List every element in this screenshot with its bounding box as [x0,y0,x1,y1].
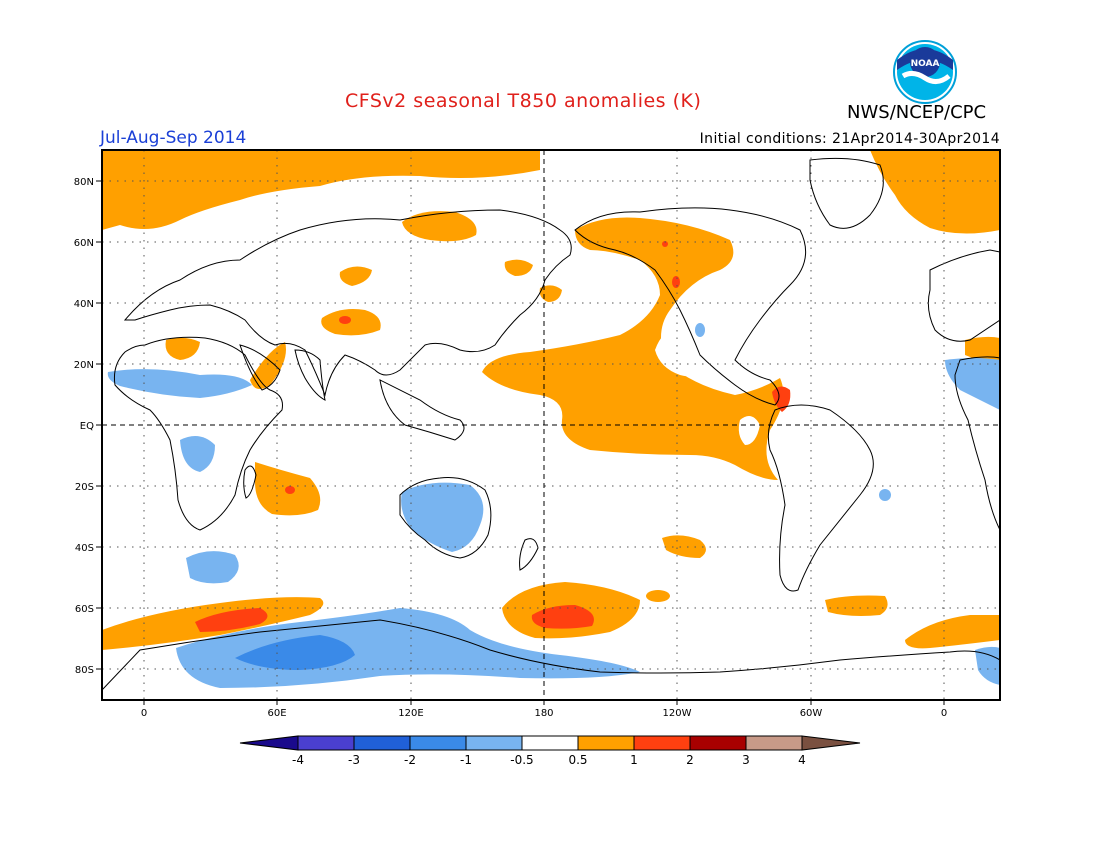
hot-anomaly-canada [662,241,668,247]
coastline-australia [399,477,492,559]
coastline-south-america [767,404,874,592]
forecast-period: Jul-Aug-Sep 2014 [100,128,247,148]
anomaly-fields [102,150,1000,688]
logo-text: NOAA [911,59,940,69]
lat-label-20s: 20S [75,482,94,493]
agency-label: NWS/NCEP/CPC [847,102,987,123]
hot-anomaly-central-america [772,386,791,412]
initial-conditions: Initial conditions: 21Apr2014-30Apr2014 [699,131,1000,147]
warm-anomaly-south-atlantic [646,590,670,602]
coastline-africa-east-edge [954,356,1000,531]
cool-anomaly-mexico [695,323,705,337]
lon-label-60e: 60E [267,708,286,719]
colorbar-label: -3 [348,753,360,767]
coastline-eurasia [123,209,572,397]
hot-anomaly-rockies [672,276,680,288]
colorbar-arrow-high [801,735,861,751]
colorbar-label: -0.5 [510,753,533,767]
coastline-greenland [809,157,884,229]
coastline-india [294,349,326,401]
colorbar-label: 3 [742,753,750,767]
lat-label-60s: 60S [75,604,94,615]
coastline-north-america [574,207,807,406]
warm-anomaly-siberia [402,211,477,242]
lon-label-120w: 120W [663,708,692,719]
colorbar-label: -4 [292,753,304,767]
cool-anomaly-caribbean [945,358,1000,410]
lat-label-60n: 60N [74,238,94,249]
colorbar-swatch [745,735,803,751]
lon-label-60w: 60W [800,708,823,719]
warm-anomaly-japan [539,285,562,302]
warm-anomaly-arctic-west [102,150,540,230]
lat-label-40n: 40N [74,299,94,310]
lon-label-180: 180 [534,708,553,719]
warm-anomaly-south-pacific [662,535,706,558]
colorbar-label: 0.5 [568,753,587,767]
coastlines [102,157,1000,700]
coastline-europe-east-edge [927,249,1000,342]
coastline-arabia [239,344,281,391]
colorbar-swatch [689,735,747,751]
coastline-africa [114,336,283,531]
warm-anomaly-southern-ocean-east [905,615,1000,649]
coastline-madagascar [243,465,257,499]
cooler-anomaly-antarctica [235,635,355,670]
warm-anomaly-drake-passage [825,595,888,616]
warm-anomaly-west-europe [965,336,1000,361]
coastline-southeast-asia [379,379,465,441]
coastline-new-zealand [519,538,539,571]
lon-label-0-east: 0 [941,708,947,719]
colorbar-swatch [409,735,467,751]
colorbar-label: 1 [630,753,638,767]
hot-anomaly-tibet [339,316,351,324]
colorbar-label: -2 [404,753,416,767]
warm-anomaly-mongolia [504,259,533,276]
colorbar-swatch [521,735,579,751]
cool-anomaly-south-atlantic [186,551,239,584]
lat-label-eq: EQ [80,421,94,432]
colorbar-swatch [297,735,355,751]
lat-label-80n: 80N [74,177,94,188]
lat-label-20n: 20N [74,360,94,371]
lat-label-40s: 40S [75,543,94,554]
cool-anomaly-australia [401,482,484,552]
colorbar-swatch [633,735,691,751]
hot-anomaly-indian-ocean [285,486,295,494]
map-title: CFSv2 seasonal T850 anomalies (K) [345,90,702,112]
cool-anomaly-east-africa [180,436,215,472]
lon-label-120e: 120E [398,708,423,719]
colorbar-label: -1 [460,753,472,767]
white-gap-baja [655,325,710,377]
reference-lines [102,150,1000,700]
colorbar-swatch [353,735,411,751]
warm-anomaly-pacific-americas [482,217,784,480]
lat-label-80s: 80S [75,665,94,676]
colorbar: -4 -3 -2 -1 -0.5 0.5 1 2 3 4 [239,735,861,767]
warm-anomaly-sahara [165,337,200,360]
white-gap-galapagos [738,416,760,445]
colorbar-swatch [465,735,523,751]
noaa-logo: NOAA [893,40,957,104]
hot-anomaly-southern-ocean-west [195,608,268,632]
warm-anomaly-tibet [321,309,381,336]
hot-anomaly-southern-ocean-pacific [531,605,594,629]
warm-anomaly-arctic-east [870,150,1000,234]
lon-label-0: 0 [141,708,147,719]
tick-marks [96,180,945,705]
colorbar-label: 2 [686,753,694,767]
warm-anomaly-central-asia [339,266,372,286]
gridlines [102,150,1000,700]
colorbar-label: 4 [798,753,806,767]
colorbar-swatch [577,735,635,751]
colorbar-arrow-low [239,735,299,751]
cool-anomaly-south-america [879,489,891,501]
coastline-antarctica [102,619,1000,700]
